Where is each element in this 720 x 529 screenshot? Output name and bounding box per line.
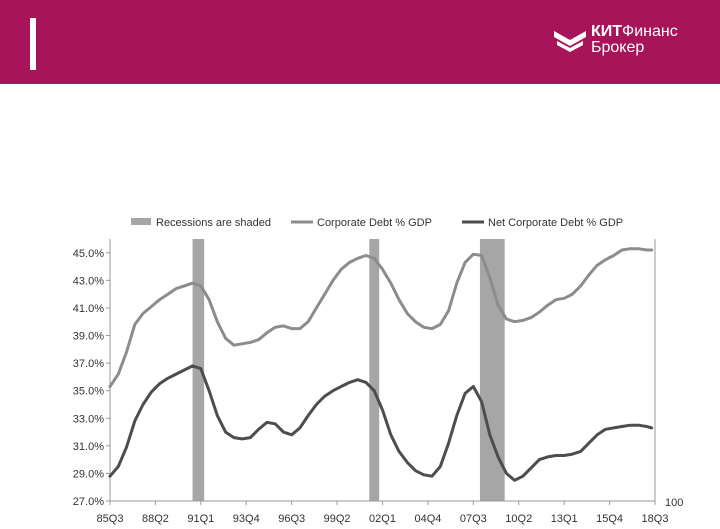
- series-line-0: [108, 247, 654, 388]
- x-tick-label-3: 93Q4: [233, 513, 260, 525]
- y-tick-label-0: 27.0%: [73, 496, 104, 508]
- brand-kit: КИТ: [591, 23, 623, 40]
- y-tick-label-4: 35.0%: [73, 386, 104, 398]
- y-tick-label-7: 41.0%: [73, 303, 104, 315]
- brand-chevron-icon: [554, 31, 586, 52]
- x-tick-label-10: 13Q1: [551, 513, 578, 525]
- y-tick-label-8: 43.0%: [73, 275, 104, 287]
- x-tick-label-6: 02Q1: [369, 513, 396, 525]
- recession-band-1: [369, 239, 380, 501]
- y-tick-label-6: 39.0%: [73, 331, 104, 343]
- x-tick-label-12: 18Q3: [642, 513, 669, 525]
- y-tick-label-3: 33.0%: [73, 413, 104, 425]
- brand-finans: Финанс: [622, 23, 678, 40]
- x-tick-label-5: 99Q2: [324, 513, 351, 525]
- header-bar: [0, 0, 720, 84]
- legend-swatch-recession: [131, 218, 151, 225]
- x-tick-label-7: 04Q4: [414, 513, 441, 525]
- header-accent-bar: [30, 18, 36, 70]
- right-axis-label: 100: [665, 497, 683, 509]
- y-tick-label-2: 31.0%: [73, 441, 104, 453]
- debt-gdp-chart: Recessions are shaded Corporate Debt % GD…: [73, 217, 684, 525]
- chart-series: [108, 247, 654, 482]
- legend-label-2: Net Corporate Debt % GDP: [488, 217, 623, 229]
- series-line-1: [108, 364, 654, 482]
- chart-legend: Recessions are shaded Corporate Debt % GD…: [131, 217, 623, 229]
- chart-axes: 27.0% 29.0% 31.0% 33.0% 35.0% 37.0% 39.0% 41.0%…: [73, 239, 683, 525]
- recession-band-0: [192, 239, 205, 501]
- x-tick-label-4: 96Q3: [278, 513, 305, 525]
- x-tick-label-2: 91Q1: [187, 513, 214, 525]
- x-tick-label-11: 15Q4: [596, 513, 623, 525]
- x-tick-label-0: 85Q3: [97, 513, 124, 525]
- y-tick-label-1: 29.0%: [73, 468, 104, 480]
- x-tick-label-8: 07Q3: [460, 513, 487, 525]
- x-tick-label-1: 88Q2: [142, 513, 169, 525]
- y-tick-label-9: 45.0%: [73, 248, 104, 260]
- brand-line-2: Брокер: [591, 39, 645, 56]
- brand-name: КИТФинанс Брокер: [591, 24, 678, 56]
- x-tick-label-9: 10Q2: [505, 513, 532, 525]
- brand-line-1: КИТФинанс: [591, 24, 678, 40]
- y-tick-label-5: 37.0%: [73, 358, 104, 370]
- legend-label-0: Recessions are shaded: [156, 217, 271, 229]
- legend-label-1: Corporate Debt % GDP: [317, 217, 432, 229]
